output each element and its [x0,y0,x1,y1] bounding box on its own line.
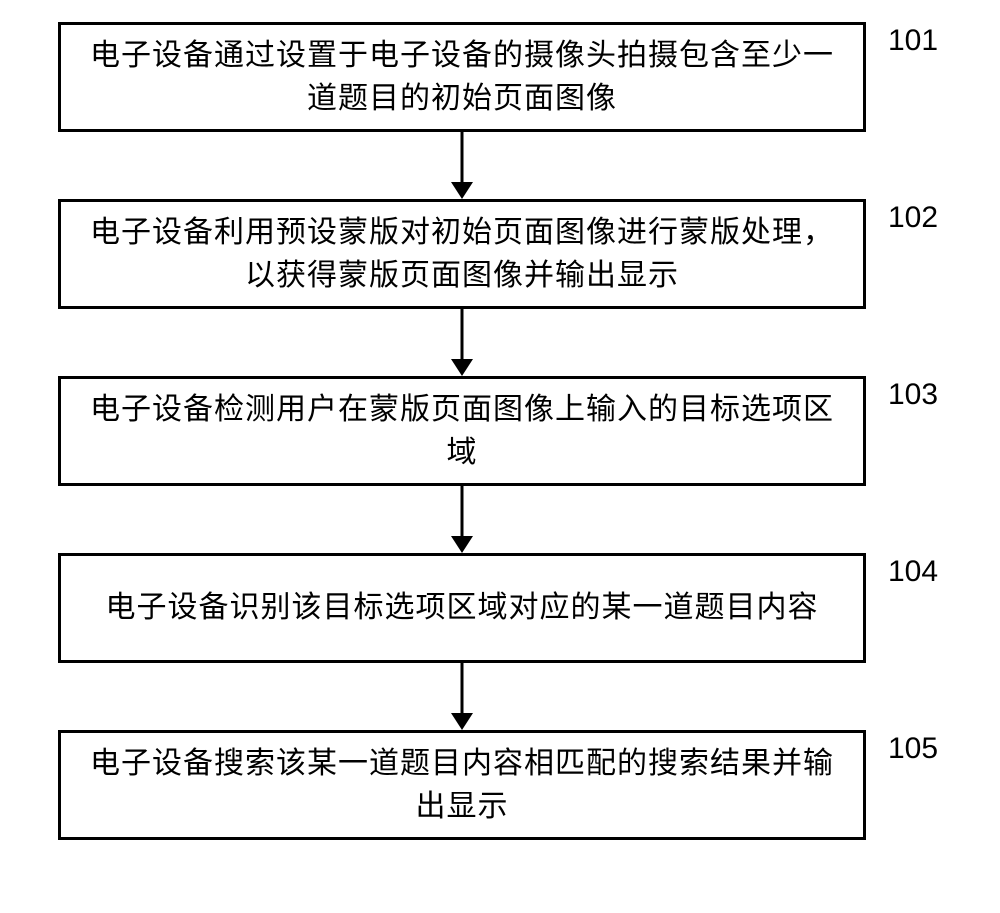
flowchart-node: 电子设备检测用户在蒙版页面图像上输入的目标选项区域 [58,376,866,486]
flowchart-node-text: 电子设备检测用户在蒙版页面图像上输入的目标选项区域 [81,388,843,475]
flowchart-node-text: 电子设备通过设置于电子设备的摄像头拍摄包含至少一道题目的初始页面图像 [81,34,843,121]
flowchart-node: 电子设备利用预设蒙版对初始页面图像进行蒙版处理，以获得蒙版页面图像并输出显示 [58,199,866,309]
flowchart-node: 电子设备通过设置于电子设备的摄像头拍摄包含至少一道题目的初始页面图像 [58,22,866,132]
flowchart-node-text: 电子设备利用预设蒙版对初始页面图像进行蒙版处理，以获得蒙版页面图像并输出显示 [81,211,843,298]
flowchart-node-label: 103 [888,378,938,412]
flowchart-canvas: 电子设备通过设置于电子设备的摄像头拍摄包含至少一道题目的初始页面图像 101 电… [0,0,1000,913]
flowchart-arrow [451,132,473,199]
flowchart-node-text: 电子设备搜索该某一道题目内容相匹配的搜索结果并输出显示 [81,742,843,829]
flowchart-arrow [451,663,473,730]
flowchart-node-label: 102 [888,201,938,235]
flowchart-node: 电子设备识别该目标选项区域对应的某一道题目内容 [58,553,866,663]
flowchart-node-text: 电子设备识别该目标选项区域对应的某一道题目内容 [106,586,819,630]
flowchart-arrow [451,309,473,376]
flowchart-node: 电子设备搜索该某一道题目内容相匹配的搜索结果并输出显示 [58,730,866,840]
flowchart-node-label: 105 [888,732,938,766]
flowchart-node-label: 104 [888,555,938,589]
flowchart-node-label: 101 [888,24,938,58]
flowchart-arrow [451,486,473,553]
